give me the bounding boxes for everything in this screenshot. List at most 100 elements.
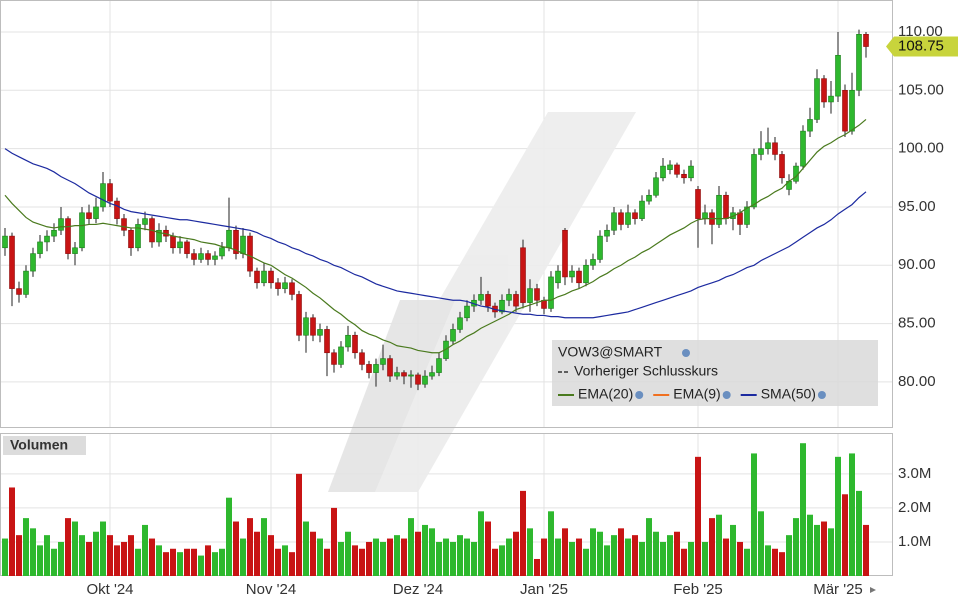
volume-bar bbox=[849, 453, 855, 576]
volume-bar bbox=[597, 531, 603, 576]
candle-body bbox=[653, 177, 659, 196]
legend-entry: EMA(20) bbox=[578, 386, 633, 402]
candle-body bbox=[632, 212, 638, 219]
volume-bar bbox=[268, 535, 274, 576]
volume-bar bbox=[170, 548, 176, 576]
volume-bar bbox=[135, 548, 141, 576]
volume-bar bbox=[800, 443, 806, 576]
candle-body bbox=[275, 282, 281, 289]
candle-body bbox=[282, 282, 288, 289]
volume-bar bbox=[681, 548, 687, 576]
candle-body bbox=[429, 372, 435, 377]
indicator-line bbox=[4, 148, 867, 319]
volume-bar bbox=[842, 494, 848, 576]
candle-body bbox=[534, 288, 540, 301]
candle-body bbox=[541, 299, 547, 309]
volume-bar bbox=[562, 528, 568, 576]
candle-body bbox=[842, 89, 848, 132]
volume-bar bbox=[436, 541, 442, 576]
legend-lines: EMA(20) EMA(9) SMA(50) bbox=[558, 386, 826, 402]
volume-bar bbox=[394, 535, 400, 576]
candle-body bbox=[415, 374, 421, 385]
x-tick-label: Jan '25 bbox=[520, 581, 568, 598]
volume-bar bbox=[387, 538, 393, 576]
candle-body bbox=[828, 95, 834, 103]
volume-bar bbox=[163, 552, 169, 576]
volume-bar bbox=[359, 548, 365, 576]
price-pane-border bbox=[0, 0, 893, 428]
volume-bar bbox=[429, 528, 435, 576]
volume-bar bbox=[723, 538, 729, 576]
x-tick-label: Mär '25 bbox=[813, 581, 863, 598]
volume-bar bbox=[86, 541, 92, 576]
volume-bar bbox=[23, 518, 29, 576]
candle-body bbox=[513, 294, 519, 307]
candle-body bbox=[597, 235, 603, 260]
volume-bar bbox=[331, 507, 337, 576]
volume-bar bbox=[289, 552, 295, 576]
candle-body bbox=[296, 294, 302, 336]
candle-body bbox=[646, 194, 652, 202]
candle-body bbox=[660, 165, 666, 179]
candle-body bbox=[268, 270, 274, 284]
volume-bar bbox=[688, 541, 694, 576]
volume-bar bbox=[814, 524, 820, 576]
volume-bar bbox=[121, 541, 127, 576]
legend: VOW3@SMART Vorheriger Schlusskurs EMA(20… bbox=[552, 340, 878, 406]
volume-bar bbox=[366, 541, 372, 576]
legend-icon bbox=[722, 391, 731, 399]
volume-bar bbox=[233, 521, 239, 576]
volume-bar bbox=[772, 548, 778, 576]
candle-body bbox=[58, 218, 64, 231]
candle-body bbox=[114, 200, 120, 219]
candle-body bbox=[702, 212, 708, 219]
volume-bar bbox=[653, 531, 659, 576]
scroll-arrow[interactable] bbox=[870, 587, 876, 593]
volume-bar bbox=[716, 514, 722, 576]
candle-body bbox=[863, 33, 869, 47]
candle-body bbox=[324, 329, 330, 354]
volume-bar bbox=[702, 541, 708, 576]
volume-bar bbox=[730, 524, 736, 576]
candle-body bbox=[205, 253, 211, 260]
volume-bar bbox=[65, 518, 71, 576]
volume-bar bbox=[604, 545, 610, 576]
volume-bar bbox=[324, 548, 330, 576]
volume-bar bbox=[527, 528, 533, 576]
candle-body bbox=[639, 200, 645, 219]
candle-body bbox=[569, 270, 575, 278]
volume-bar bbox=[128, 535, 134, 576]
candle-body bbox=[562, 229, 568, 278]
volume-bar bbox=[317, 538, 323, 576]
x-tick-label: Nov '24 bbox=[246, 581, 296, 598]
candle-body bbox=[219, 247, 225, 257]
candle-body bbox=[478, 294, 484, 301]
volume-bar bbox=[534, 558, 540, 576]
candle-body bbox=[233, 229, 239, 254]
candle-body bbox=[506, 294, 512, 301]
candle-body bbox=[247, 235, 253, 272]
volume-bar bbox=[422, 524, 428, 576]
candle-body bbox=[345, 334, 351, 348]
volume-title: Volumen bbox=[10, 437, 68, 453]
watermark-slash-shadow bbox=[328, 300, 455, 492]
volume-bar bbox=[226, 497, 232, 576]
volume-bar bbox=[751, 453, 757, 576]
y-tick-label: 80.00 bbox=[898, 373, 936, 390]
legend-entry: Vorheriger Schlusskurs bbox=[574, 363, 718, 379]
candle-body bbox=[807, 119, 813, 132]
volume-bar bbox=[863, 524, 869, 576]
candle-body bbox=[261, 270, 267, 284]
candle-body bbox=[65, 218, 71, 254]
volume-bar bbox=[457, 535, 463, 576]
candle-body bbox=[737, 212, 743, 225]
legend-entry: SMA(50) bbox=[761, 386, 816, 402]
candle-body bbox=[44, 235, 50, 243]
candle-body bbox=[51, 229, 57, 237]
candle-body bbox=[450, 329, 456, 342]
volume-bar bbox=[303, 521, 309, 576]
volume-bar bbox=[667, 535, 673, 576]
candle-body bbox=[590, 259, 596, 266]
volume-tick-label: 1.0M bbox=[898, 533, 931, 550]
volume-bar bbox=[275, 548, 281, 576]
